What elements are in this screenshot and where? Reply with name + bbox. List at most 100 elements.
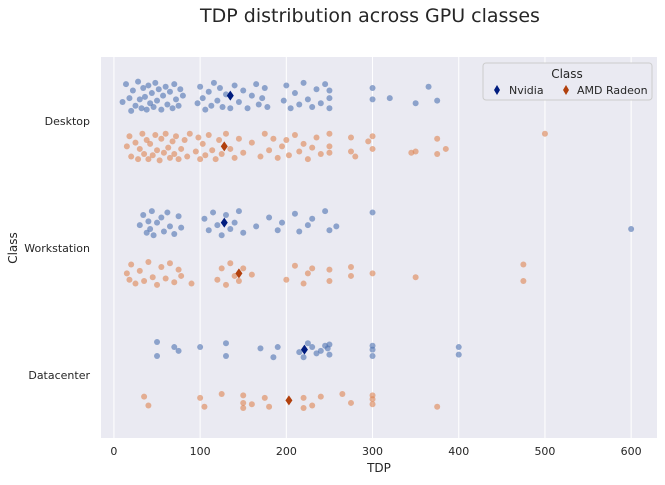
data-point: [309, 265, 316, 272]
data-point: [205, 131, 212, 138]
data-point: [339, 391, 346, 398]
data-point: [248, 401, 255, 408]
data-point: [520, 261, 527, 268]
data-point: [219, 104, 226, 111]
data-point: [317, 393, 324, 400]
data-point: [210, 209, 217, 216]
data-point: [326, 95, 333, 102]
data-point: [171, 151, 178, 158]
data-point: [248, 139, 255, 146]
data-point: [261, 84, 268, 91]
data-point: [123, 143, 130, 150]
data-point: [218, 232, 225, 239]
data-point: [162, 275, 169, 282]
data-point: [162, 130, 169, 137]
data-point: [208, 102, 215, 109]
data-point: [148, 90, 155, 97]
data-point: [274, 227, 281, 234]
data-point: [145, 218, 152, 225]
x-tick-label: 0: [110, 445, 117, 458]
data-point: [156, 157, 163, 164]
data-point: [322, 208, 329, 215]
mean-markers: [220, 90, 308, 406]
data-point: [145, 402, 152, 409]
data-point: [154, 97, 161, 104]
data-point: [347, 264, 354, 271]
data-point: [304, 340, 311, 347]
data-point: [154, 219, 161, 226]
data-point: [326, 87, 333, 94]
data-point: [143, 106, 150, 113]
data-points: [119, 78, 635, 412]
data-point: [145, 82, 152, 89]
data-point: [300, 280, 307, 287]
data-point: [147, 100, 154, 107]
data-point: [141, 93, 148, 100]
data-point: [270, 354, 277, 361]
data-point: [128, 261, 135, 268]
data-point: [285, 152, 292, 159]
data-point: [412, 274, 419, 281]
data-point: [240, 265, 247, 272]
data-point: [235, 278, 242, 285]
data-point: [283, 276, 290, 283]
data-point: [369, 396, 376, 403]
data-point: [194, 100, 201, 107]
data-point: [199, 95, 206, 102]
data-point: [188, 280, 195, 287]
data-point: [149, 152, 156, 159]
data-point: [201, 215, 208, 222]
data-point: [155, 86, 162, 93]
data-point: [279, 143, 286, 150]
data-point: [231, 219, 238, 226]
data-point: [369, 84, 376, 91]
data-point: [135, 156, 142, 163]
x-tick-label: 200: [276, 445, 297, 458]
data-point: [261, 394, 268, 401]
data-point: [434, 135, 441, 142]
data-point: [132, 102, 139, 109]
data-point: [158, 264, 165, 271]
legend-title: Class: [551, 67, 583, 81]
data-point: [136, 222, 143, 229]
data-point: [195, 134, 202, 141]
data-point: [326, 105, 333, 112]
data-point: [141, 393, 148, 400]
data-point: [369, 346, 376, 353]
data-point: [192, 148, 199, 155]
data-point: [178, 224, 185, 231]
data-point: [128, 153, 135, 160]
data-point: [347, 134, 354, 141]
data-point: [296, 349, 303, 356]
data-point: [175, 266, 182, 273]
data-point: [235, 208, 242, 215]
data-point: [143, 137, 150, 144]
data-point: [300, 79, 307, 86]
data-point: [231, 154, 238, 161]
data-point: [300, 405, 307, 412]
data-point: [326, 149, 333, 156]
data-point: [214, 276, 221, 283]
data-point: [227, 260, 234, 267]
data-point: [434, 97, 441, 104]
data-point: [179, 92, 186, 99]
data-point: [202, 152, 209, 159]
data-point: [212, 156, 219, 163]
mean-marker: [235, 268, 243, 279]
data-point: [169, 105, 176, 112]
data-point: [148, 208, 155, 215]
data-point: [175, 156, 182, 163]
data-point: [166, 88, 173, 95]
y-axis-label: Class: [6, 232, 20, 264]
data-point: [150, 232, 157, 239]
data-point: [126, 133, 133, 140]
data-point: [257, 153, 264, 160]
data-point: [266, 214, 273, 221]
data-point: [244, 105, 251, 112]
data-point: [352, 153, 359, 160]
data-point: [160, 228, 167, 235]
data-point: [145, 258, 152, 265]
data-point: [132, 139, 139, 146]
data-point: [291, 131, 298, 138]
data-point: [181, 137, 188, 144]
